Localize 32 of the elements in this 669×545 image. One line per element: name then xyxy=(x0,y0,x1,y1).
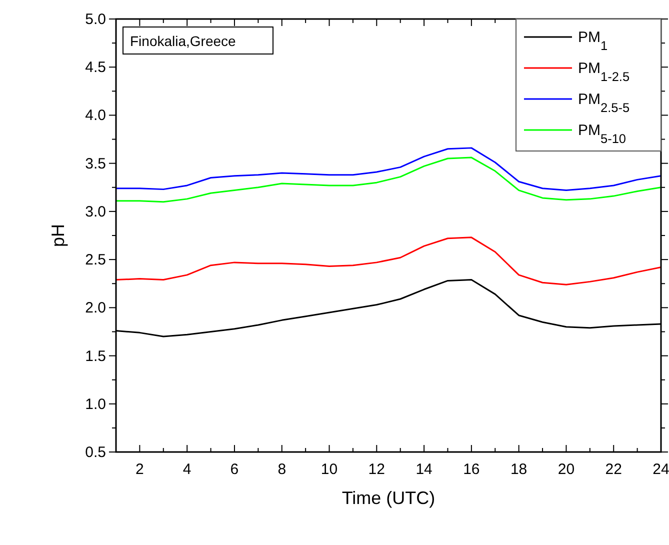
y-axis-title: pH xyxy=(48,224,68,248)
legend-label: PM$_{1-2.5}$ xyxy=(578,60,630,84)
line-series xyxy=(116,156,661,203)
y-tick-label: 4.0 xyxy=(85,107,106,124)
x-tick-label: 2 xyxy=(136,461,144,478)
legend-label: PM$_{5-10}$ xyxy=(578,122,626,146)
y-tick-label: 3.5 xyxy=(85,155,106,172)
x-tick-label: 4 xyxy=(182,461,192,478)
x-tick-label: 12 xyxy=(368,461,385,478)
y-tick-label: 0.5 xyxy=(85,444,106,461)
x-tick-label: 18 xyxy=(510,461,528,478)
y-tick-label: 2.5 xyxy=(85,252,106,269)
y-tick-label: 1.5 xyxy=(85,348,106,365)
x-tick-label: 14 xyxy=(416,461,432,478)
x-tick-label: 24 xyxy=(652,461,669,478)
x-tick-label: 22 xyxy=(605,461,622,478)
x-tick-label: 20 xyxy=(558,461,575,478)
x-tick-label: 8 xyxy=(278,461,286,478)
line-series xyxy=(116,236,661,286)
legend-label: PM$_{1}$ xyxy=(578,29,608,52)
x-tick-label: 16 xyxy=(463,461,480,478)
x-axis-title: Time (UTC) xyxy=(342,488,436,508)
line-series xyxy=(116,147,661,192)
legend-label: PM$_{2.5-5}$ xyxy=(578,91,630,114)
y-tick-label: 3.0 xyxy=(85,203,106,220)
x-tick-label: 10 xyxy=(320,461,338,478)
x-tick-label: 6 xyxy=(230,461,239,478)
y-tick-label: 5.0 xyxy=(85,11,106,28)
y-tick-label: 2.0 xyxy=(85,300,106,317)
y-tick-label: 4.5 xyxy=(85,59,106,76)
annotation: Finokalia,Greece xyxy=(130,33,236,49)
y-tick-label: 1.0 xyxy=(85,396,106,413)
